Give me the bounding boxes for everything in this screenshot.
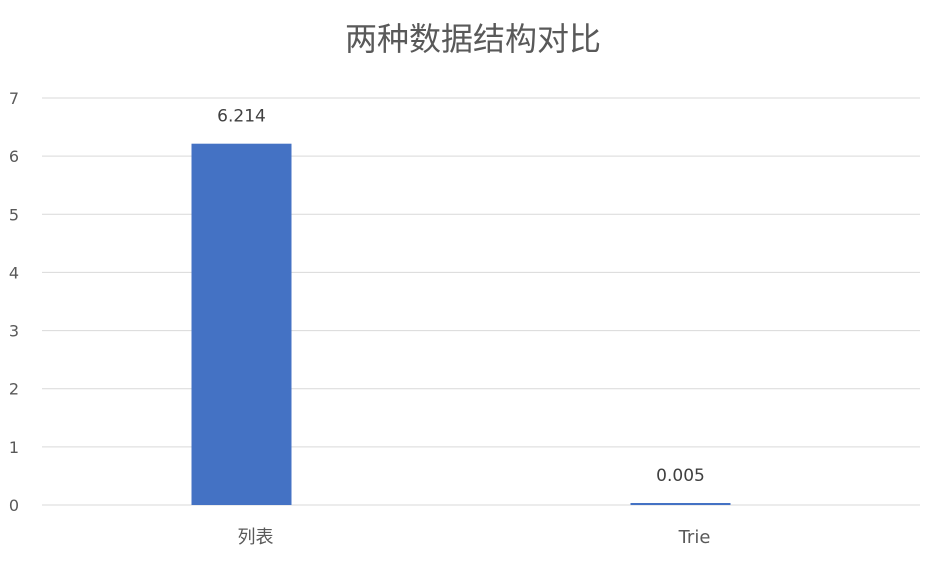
bar-1 xyxy=(630,503,731,505)
y-tick-label-2: 2 xyxy=(9,380,19,399)
bars xyxy=(191,143,731,505)
bar-0 xyxy=(191,143,292,505)
y-tick-label-0: 0 xyxy=(9,496,19,515)
data-labels: 6.214 0.005 xyxy=(217,107,705,486)
y-tick-label-7: 7 xyxy=(9,89,19,108)
x-category-label-1: Trie xyxy=(678,527,711,548)
data-label-0: 6.214 xyxy=(217,107,266,127)
y-tick-label-5: 5 xyxy=(9,205,19,224)
chart-title: 两种数据结构对比 xyxy=(344,20,601,58)
y-tick-label-1: 1 xyxy=(9,438,19,457)
y-axis-ticks: 0 1 2 3 4 5 6 7 xyxy=(9,89,19,515)
gridlines xyxy=(42,97,920,506)
x-category-label-0: 列表 xyxy=(238,527,274,548)
y-tick-label-4: 4 xyxy=(9,263,19,282)
y-tick-label-6: 6 xyxy=(9,147,19,166)
x-axis-categories: 列表 Trie xyxy=(238,527,711,548)
data-label-1: 0.005 xyxy=(656,466,705,486)
y-tick-label-3: 3 xyxy=(9,322,19,341)
